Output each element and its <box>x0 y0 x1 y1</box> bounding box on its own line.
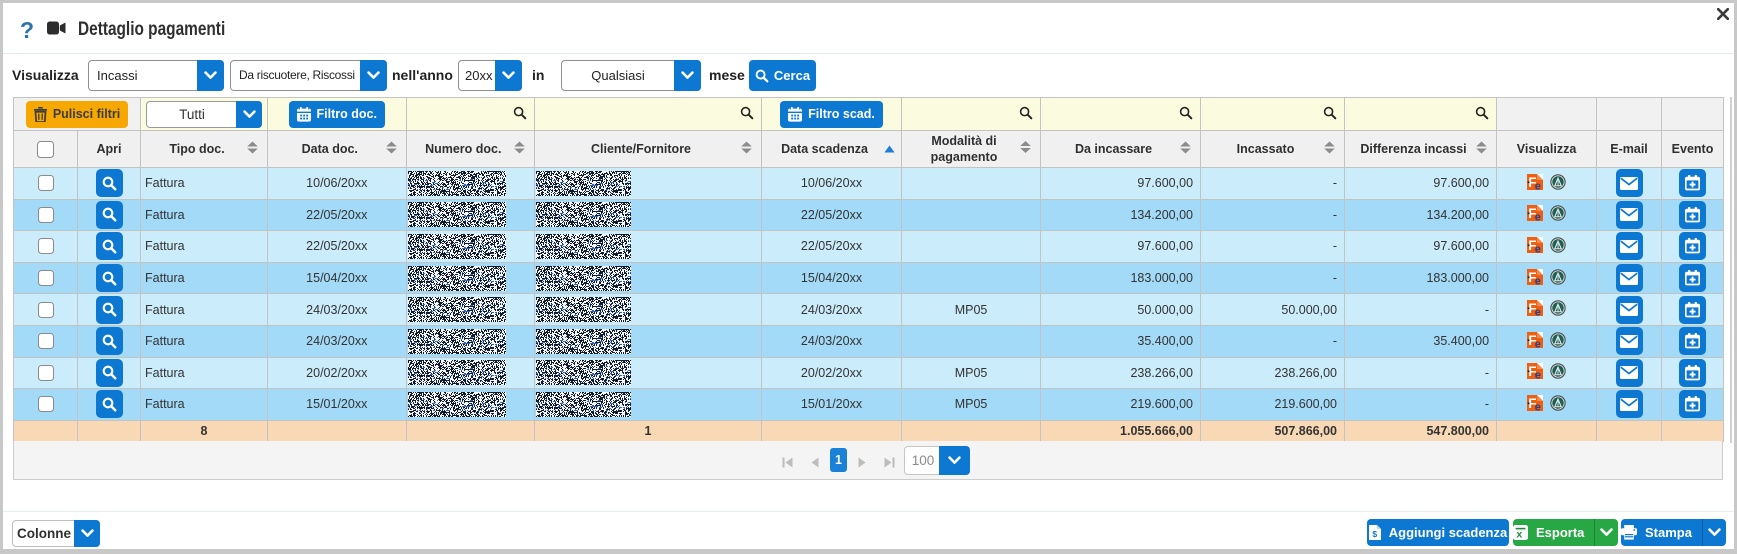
svg-text:F: F <box>1528 301 1536 316</box>
svg-text:x: x <box>1516 529 1522 540</box>
svg-text:e: e <box>1535 401 1541 411</box>
svg-text:$: $ <box>1372 529 1377 539</box>
svg-text:e: e <box>1535 212 1541 222</box>
svg-text:e: e <box>1535 306 1541 316</box>
svg-text:F: F <box>1528 364 1536 379</box>
svg-text:e: e <box>1535 275 1541 285</box>
svg-text:e: e <box>1535 338 1541 348</box>
svg-text:F: F <box>1528 269 1536 284</box>
svg-text:e: e <box>1535 243 1541 253</box>
svg-text:F: F <box>1528 175 1536 190</box>
svg-text:e: e <box>1535 180 1541 190</box>
svg-text:e: e <box>1535 370 1541 380</box>
svg-text:F: F <box>1528 238 1536 253</box>
svg-text:F: F <box>1528 206 1536 221</box>
svg-text:F: F <box>1528 396 1536 411</box>
svg-text:F: F <box>1528 333 1536 348</box>
